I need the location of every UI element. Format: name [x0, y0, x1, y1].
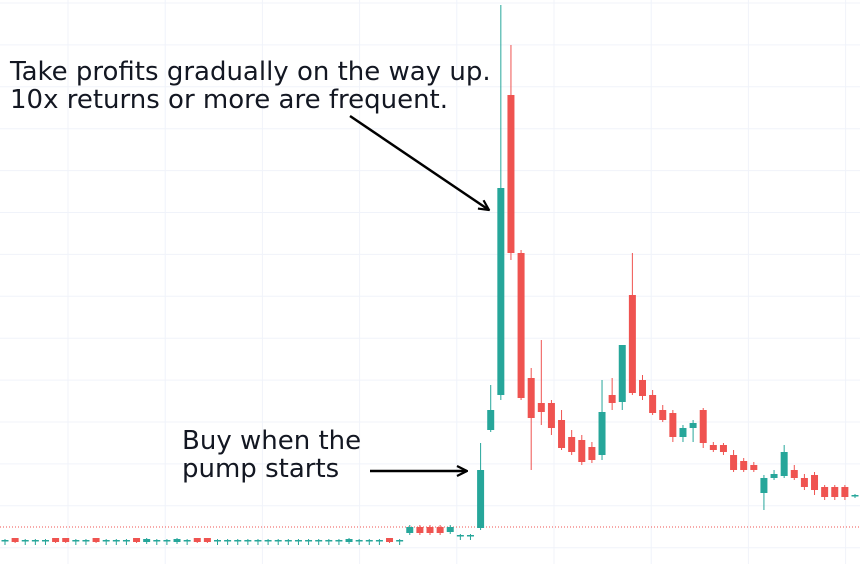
candle-body [487, 410, 495, 430]
candle-body [315, 540, 323, 542]
candle-body [355, 540, 363, 542]
candle-body [456, 535, 464, 537]
candle-body [547, 403, 555, 428]
candle-body [92, 538, 100, 542]
candle-body [416, 527, 424, 533]
candle-body [396, 540, 404, 542]
candle-body [365, 540, 373, 542]
candle-body [193, 538, 201, 542]
candle-body [669, 413, 677, 437]
candle-body [284, 540, 292, 542]
candle-body [203, 538, 211, 542]
candle-body [436, 527, 444, 533]
candle-body [821, 487, 829, 497]
candle-body [264, 540, 272, 542]
candle-body [628, 295, 636, 393]
candle-body [811, 475, 819, 490]
candle-body [274, 540, 282, 542]
candle-body [649, 395, 657, 413]
candle-body [153, 540, 161, 542]
candle-body [163, 540, 171, 542]
candle-body [639, 380, 646, 396]
candle-body [740, 461, 748, 470]
candle-body [618, 345, 626, 402]
candle-body [709, 445, 717, 450]
annotation-text: 10x returns or more are frequent. [10, 85, 448, 115]
candle-body [790, 470, 798, 478]
candle-body [234, 540, 242, 542]
candle-body [578, 440, 586, 462]
candle-body [82, 540, 90, 542]
annotation-arrow [349, 114, 489, 210]
candle-body [568, 437, 576, 452]
candle-body [841, 487, 849, 497]
candle-body [62, 538, 70, 542]
candle-body [477, 470, 485, 528]
candle-body [719, 445, 727, 452]
candle-body [143, 539, 151, 542]
candles [0, 5, 860, 545]
annotation-text: pump starts [182, 454, 339, 484]
candle-body [770, 474, 778, 478]
candle-body [375, 540, 383, 542]
candle-body [254, 540, 262, 542]
candle-body [831, 487, 839, 497]
candle-body [183, 540, 191, 542]
candle-body [598, 412, 606, 455]
candle-body [466, 535, 474, 537]
candle-body [11, 538, 19, 542]
candle-body [21, 540, 29, 542]
candle-body [588, 447, 596, 460]
candle-body [537, 403, 545, 412]
candle-body [72, 540, 80, 542]
candle-body [112, 540, 120, 542]
annotation-text: Take profits gradually on the way up. [9, 57, 491, 87]
candle-body [31, 540, 39, 542]
candle-body [133, 538, 141, 542]
candle-body [52, 538, 60, 542]
candle-body [224, 540, 232, 542]
annotation-text: Buy when the [182, 426, 361, 456]
candle-body [750, 465, 758, 470]
candle-body [517, 253, 525, 398]
candle-body [294, 540, 302, 542]
candle-body [558, 420, 566, 448]
candle-body [386, 538, 394, 542]
candle-body [760, 478, 768, 493]
candle-body [214, 540, 221, 542]
candle-body [507, 95, 515, 253]
candle-body [426, 527, 434, 533]
candle-body [305, 540, 313, 542]
candle-body [699, 410, 707, 443]
candle-body [1, 540, 9, 542]
candle-body [780, 452, 788, 476]
candle-body [659, 410, 667, 420]
candle-body [730, 455, 738, 470]
candle-body [608, 395, 616, 403]
candle-body [173, 539, 181, 542]
candle-body [689, 423, 697, 428]
candle-body [345, 539, 353, 542]
candle-body [325, 540, 333, 542]
candle-body [679, 428, 687, 437]
candle-body [122, 540, 130, 542]
candle-body [851, 495, 859, 497]
candle-body [497, 188, 505, 395]
candle-body [446, 527, 454, 532]
candle-body [335, 540, 343, 542]
candle-body [406, 527, 414, 533]
candle-body [527, 378, 535, 418]
candle-body [102, 540, 110, 542]
candle-body [244, 540, 252, 542]
candle-body [41, 540, 49, 542]
candle-body [800, 478, 808, 487]
